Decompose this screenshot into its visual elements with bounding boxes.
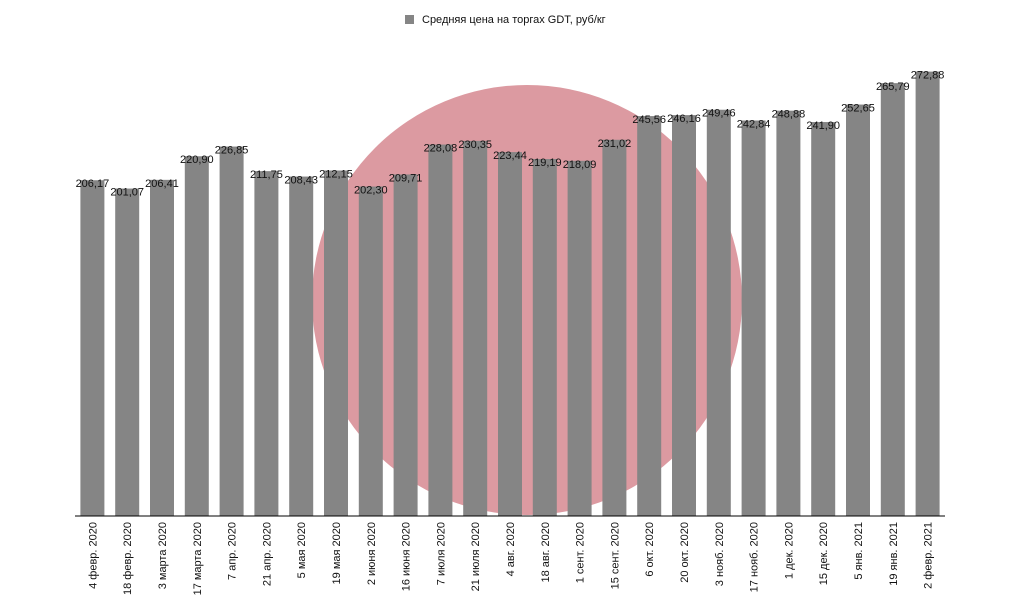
x-tick-label: 7 апр. 2020 [227,522,239,580]
bar [428,144,453,517]
x-tick-label: 17 нояб. 2020 [749,522,761,592]
bar [115,188,140,516]
bar [324,170,348,516]
bar [463,140,488,516]
bar [184,156,209,516]
x-tick-label: 15 дек. 2020 [818,522,830,585]
bar [567,160,592,516]
x-tick-label: 4 февр. 2020 [87,522,99,589]
x-tick-label: 2 февр. 2021 [923,522,935,589]
bar [80,180,105,516]
bar [289,176,314,516]
bar [915,71,940,516]
bar [150,179,174,517]
value-label: 209,71 [389,172,423,184]
x-tick-label: 17 марта 2020 [192,522,204,595]
legend-swatch [405,15,414,24]
x-tick-label: 21 июля 2020 [470,522,482,591]
value-label: 220,90 [180,154,214,166]
value-label: 272,88 [911,70,945,82]
watermark [312,85,742,515]
x-tick-label: 15 сент. 2020 [609,522,621,589]
value-label: 223,44 [493,150,527,162]
value-label: 212,15 [319,168,353,180]
value-label: 246,16 [667,113,701,125]
bar [846,104,870,516]
x-tick-label: 18 февр. 2020 [122,522,134,595]
x-tick-label: 20 окт. 2020 [679,522,691,583]
bar [741,120,766,517]
value-label: 211,75 [250,169,283,181]
bar [602,139,627,516]
x-tick-label: 18 авг. 2020 [540,522,552,583]
legend-label: Средняя цена на торгах GDT, руб/кг [422,14,606,26]
x-tick-label: 19 мая 2020 [331,522,343,584]
x-tick-label: 1 дек. 2020 [783,522,795,579]
value-label: 218,09 [563,159,597,171]
bar [672,115,696,517]
value-label: 249,46 [702,108,736,120]
x-tick-label: 21 апр. 2020 [261,522,273,586]
value-label: 228,08 [424,143,458,155]
value-label: 248,88 [772,109,806,121]
value-label: 265,79 [876,81,910,93]
bar [776,110,801,516]
value-label: 219,19 [528,157,562,169]
x-tick-label: 1 сент. 2020 [575,522,587,583]
bar [498,152,522,516]
value-label: 252,65 [841,103,875,115]
x-tick-label: 3 марта 2020 [157,522,169,589]
bar [532,159,557,516]
value-label: 206,17 [76,178,110,190]
x-tick-label: 19 янв. 2021 [888,522,900,586]
value-label: 231,02 [598,138,632,150]
x-tick-label: 4 авг. 2020 [505,522,517,576]
x-tick-label: 7 июля 2020 [435,522,447,585]
value-label: 208,43 [284,175,318,187]
bar [811,122,836,516]
x-tick-label: 3 нояб. 2020 [714,522,726,586]
x-tick-label: 16 июня 2020 [401,522,413,591]
bar [254,171,279,516]
x-tick-label: 2 июня 2020 [366,522,378,585]
x-tick-label: 5 мая 2020 [296,522,308,578]
value-label: 201,07 [110,187,144,199]
bar [393,174,418,516]
x-tick-label: 5 янв. 2021 [853,522,865,580]
value-label: 226,85 [215,145,249,157]
value-label: 202,30 [354,185,388,197]
bar [880,83,905,516]
x-tick-label: 6 окт. 2020 [644,522,656,577]
bar [358,186,383,517]
value-label: 242,84 [737,119,771,131]
bar [219,146,244,516]
bar [637,116,662,516]
value-label: 245,56 [632,114,666,126]
bar [706,109,731,516]
value-label: 230,35 [458,139,492,151]
value-label: 241,90 [806,120,840,132]
value-label: 206,41 [145,178,179,190]
